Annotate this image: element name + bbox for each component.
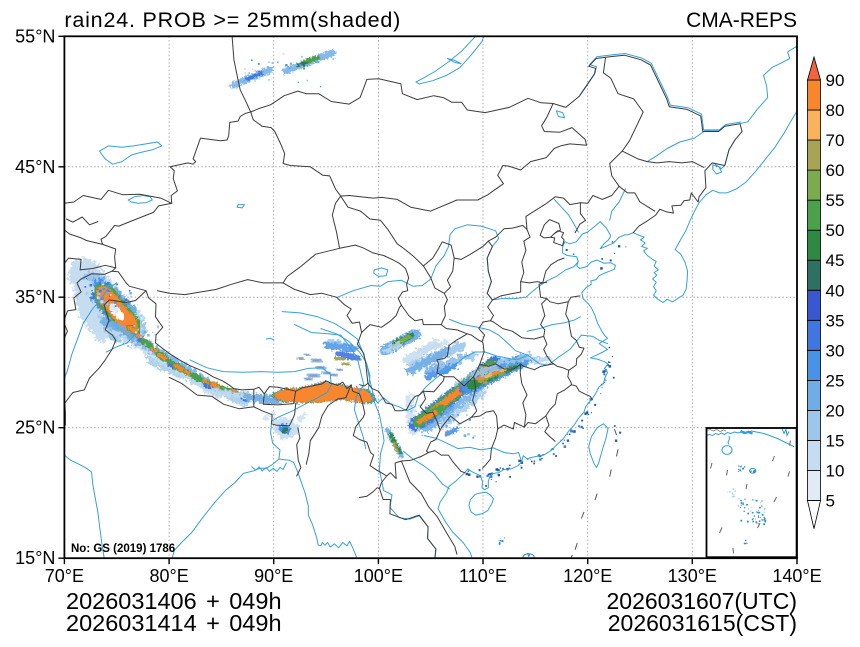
svg-text:20: 20 [826, 401, 845, 420]
svg-text:90°E: 90°E [254, 566, 293, 586]
svg-text:35°N: 35°N [15, 287, 55, 307]
svg-text:70: 70 [826, 131, 845, 150]
svg-text:25: 25 [826, 371, 845, 390]
svg-text:80°E: 80°E [149, 566, 188, 586]
svg-text:140°E: 140°E [772, 566, 821, 586]
svg-text:40: 40 [826, 281, 845, 300]
svg-text:5: 5 [826, 492, 835, 511]
svg-text:2026031414 + 049h: 2026031414 + 049h [66, 610, 282, 636]
svg-text:60: 60 [826, 161, 845, 180]
svg-text:2026031607(UTC): 2026031607(UTC) [606, 588, 797, 614]
svg-text:80: 80 [826, 101, 845, 120]
svg-text:rain24. PROB >= 25mm(shaded): rain24. PROB >= 25mm(shaded) [64, 8, 401, 32]
svg-text:45°N: 45°N [15, 157, 55, 177]
svg-text:35: 35 [826, 311, 845, 330]
svg-text:15°N: 15°N [15, 548, 55, 568]
svg-text:30: 30 [826, 341, 845, 360]
svg-text:10: 10 [826, 462, 845, 481]
svg-text:120°E: 120°E [563, 566, 612, 586]
svg-text:2026031406 + 049h: 2026031406 + 049h [66, 588, 282, 614]
svg-text:2026031615(CST): 2026031615(CST) [608, 610, 797, 636]
svg-text:CMA-REPS: CMA-REPS [686, 9, 797, 32]
svg-text:90: 90 [826, 71, 845, 90]
svg-text:55°N: 55°N [15, 26, 55, 46]
svg-text:130°E: 130°E [668, 566, 717, 586]
svg-text:15: 15 [826, 432, 845, 451]
svg-text:110°E: 110°E [459, 566, 507, 586]
svg-text:45: 45 [826, 251, 845, 270]
svg-text:25°N: 25°N [15, 418, 55, 438]
svg-text:50: 50 [826, 221, 845, 240]
svg-text:70°E: 70°E [45, 566, 84, 586]
svg-text:100°E: 100°E [354, 566, 403, 586]
svg-text:No: GS (2019) 1786: No: GS (2019) 1786 [71, 543, 175, 555]
svg-text:55: 55 [826, 191, 845, 210]
